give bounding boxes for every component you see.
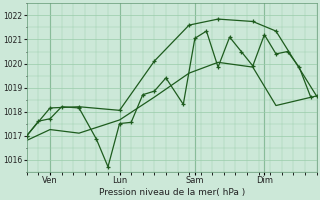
X-axis label: Pression niveau de la mer( hPa ): Pression niveau de la mer( hPa ) [99, 188, 245, 197]
